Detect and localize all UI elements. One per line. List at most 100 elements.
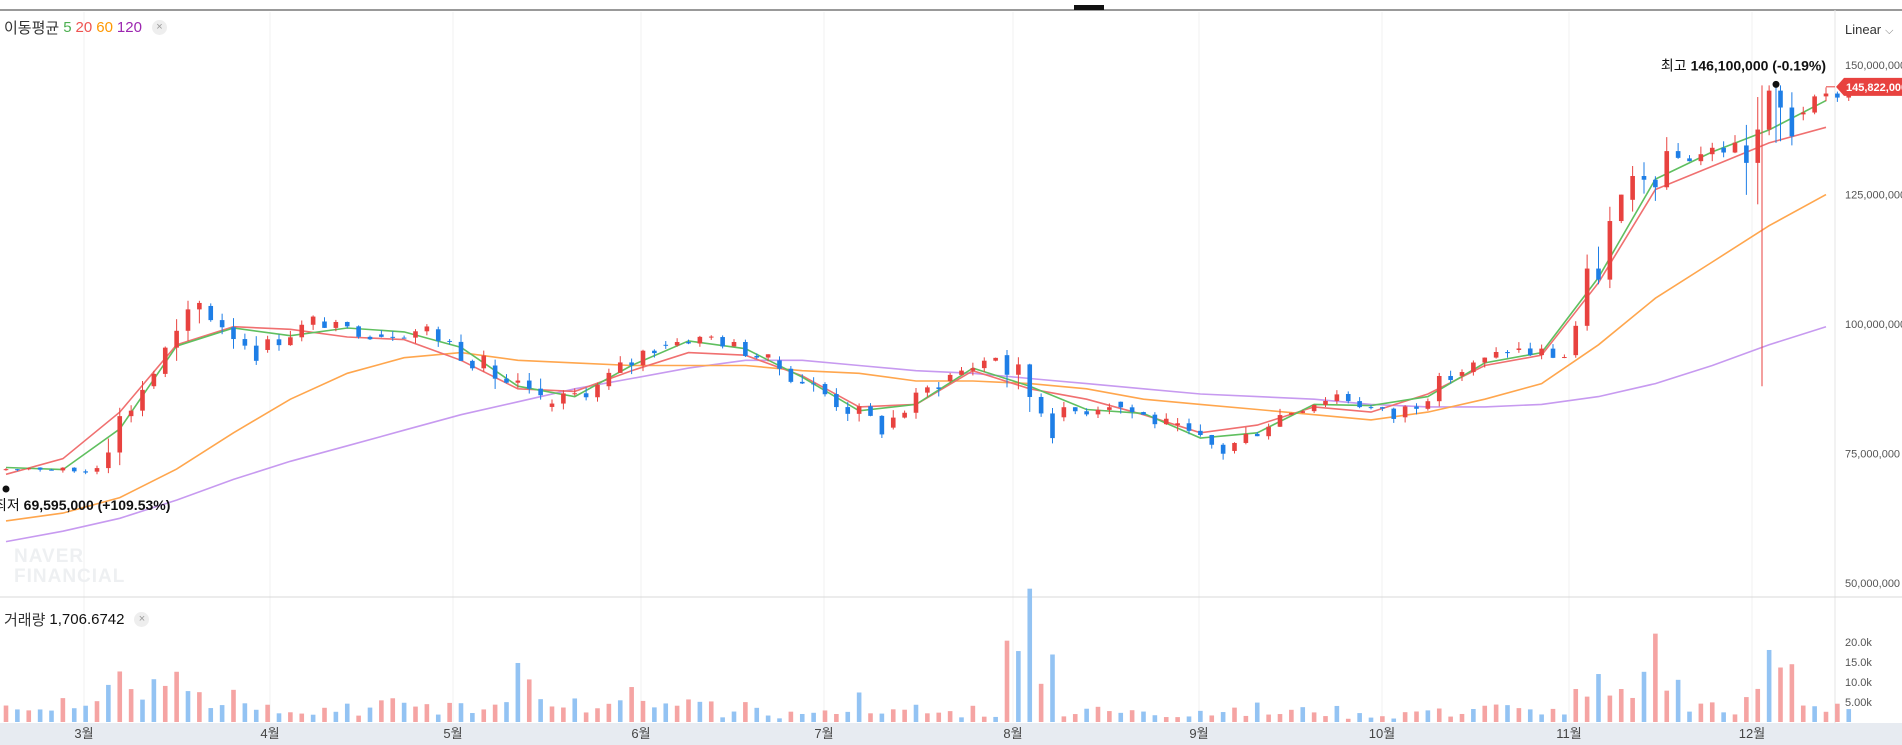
volume-bar	[140, 699, 145, 722]
volume-bar	[1482, 705, 1488, 722]
candle-body	[208, 305, 214, 321]
candle-body	[1459, 372, 1465, 376]
ma-legend: 이동평균 5 20 60 120 ×	[4, 17, 167, 38]
low-marker	[2, 485, 10, 493]
panel-handle	[1074, 5, 1104, 10]
ma-60-label[interactable]: 60	[96, 19, 113, 36]
volume-bar	[1709, 702, 1715, 722]
volume-bar	[1004, 640, 1010, 722]
ma-5-label[interactable]: 5	[63, 19, 72, 36]
x-tick-label: 9월	[1189, 726, 1208, 741]
candle-body	[1778, 90, 1783, 108]
candle-body	[708, 336, 714, 338]
volume-value: 1,706.6742	[49, 611, 125, 628]
candle-body	[572, 393, 578, 395]
candle-body	[447, 340, 452, 342]
ma-20-label[interactable]: 20	[75, 19, 93, 36]
candle-body	[947, 374, 953, 382]
volume-bar	[1618, 689, 1624, 722]
candle-body	[1516, 348, 1522, 350]
candle-body	[1368, 407, 1374, 409]
volume-bar	[1072, 714, 1078, 722]
volume-bar	[481, 709, 487, 722]
volume-bar	[663, 703, 669, 722]
candle-body	[845, 407, 851, 414]
volume-bar	[26, 710, 32, 722]
volume-bar	[811, 712, 816, 722]
candle-body	[1414, 406, 1419, 409]
volume-bar	[117, 671, 123, 722]
volume-bar	[447, 702, 452, 722]
candle-body	[424, 326, 430, 332]
candle-body	[936, 387, 942, 390]
candle-body	[276, 339, 282, 346]
volume-bar	[1084, 708, 1089, 722]
candle-body	[1220, 444, 1226, 454]
candle-body	[1687, 158, 1692, 162]
volume-bar	[617, 700, 623, 722]
low-annotation: 최저 69,595,000 (+109.53%)	[0, 497, 170, 513]
volume-bar	[504, 702, 509, 722]
candle-body	[1402, 406, 1408, 418]
scale-select[interactable]: Linear ⌵	[1845, 22, 1893, 38]
volume-tick-label: 10.0k	[1845, 677, 1872, 689]
volume-bar	[652, 707, 657, 722]
volume-bar	[3, 705, 9, 722]
volume-bar	[242, 703, 248, 722]
grid	[83, 12, 1753, 722]
candle-body	[822, 384, 828, 395]
close-volume-button[interactable]: ×	[134, 612, 150, 627]
candle-body	[1186, 423, 1192, 431]
ma-120-label[interactable]: 120	[116, 19, 142, 36]
volume-bar	[1357, 713, 1362, 722]
candle-body	[1300, 411, 1306, 413]
volume-bar	[868, 713, 873, 722]
volume-bar	[231, 689, 236, 722]
volume-bar	[71, 708, 77, 722]
candle-body	[856, 406, 862, 414]
close-ma-button[interactable]: ×	[151, 20, 167, 35]
candle-body	[83, 471, 88, 473]
volume-bar	[845, 711, 851, 722]
volume-bar	[1277, 714, 1283, 722]
volume-bar	[1050, 654, 1055, 722]
candle-body	[15, 469, 20, 471]
volume-bar	[128, 689, 134, 722]
candle-body	[1675, 151, 1681, 158]
candle-body	[606, 372, 612, 387]
candle-body	[1755, 129, 1761, 163]
volume-bar	[1323, 716, 1328, 722]
volume-bar	[777, 718, 782, 722]
volume-bar	[197, 692, 202, 722]
volume-bar	[94, 701, 100, 722]
volume-bar	[913, 704, 919, 722]
candle-body	[37, 467, 43, 470]
ma-20-line	[5, 126, 1827, 476]
volume-bar	[1425, 710, 1431, 722]
volume-bar	[1698, 703, 1704, 722]
candle-body	[197, 302, 202, 310]
candle-body	[526, 380, 532, 389]
candle-body	[1584, 268, 1590, 326]
candle-body	[640, 350, 646, 366]
candle-body	[1448, 376, 1453, 381]
candle-body	[799, 381, 805, 384]
candle-body	[344, 321, 350, 327]
volume-bar	[1209, 715, 1215, 722]
candle-body	[162, 347, 168, 374]
candle-body	[219, 320, 225, 328]
candle-body	[1698, 154, 1704, 162]
candle-body	[1038, 396, 1044, 414]
candle-body	[367, 336, 373, 340]
volume-bar	[151, 679, 157, 722]
volume-bar	[1243, 715, 1249, 722]
price-axis: 150,000,000 125,000,000 100,000,000 75,000,…	[1845, 60, 1902, 590]
volume-bar	[1311, 712, 1317, 722]
candle-body	[185, 309, 191, 331]
volume-bar	[356, 715, 361, 722]
candle-body	[879, 415, 885, 435]
volume-bar	[1198, 710, 1203, 722]
volume-bar	[1687, 711, 1692, 722]
volume-bar	[1766, 649, 1772, 722]
candle-body	[1482, 357, 1488, 363]
